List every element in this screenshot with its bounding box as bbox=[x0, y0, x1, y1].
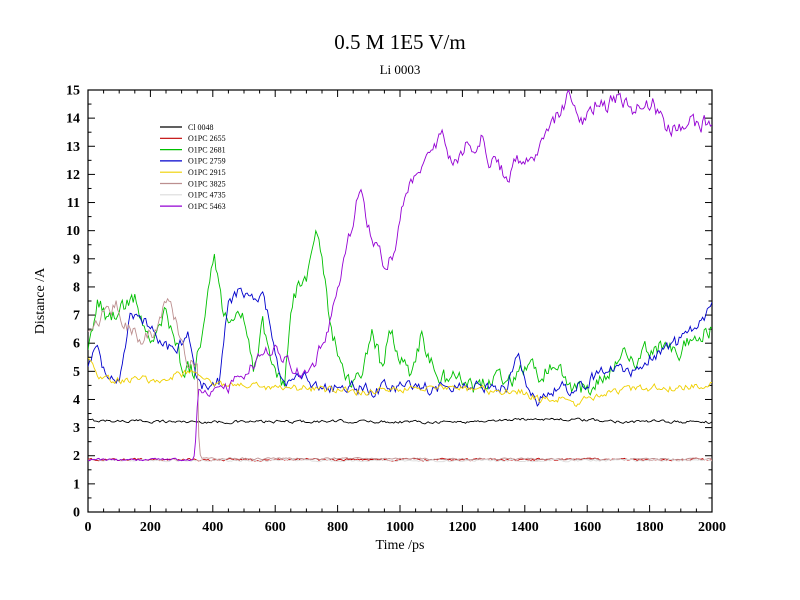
series-line-o1pc-2759 bbox=[88, 287, 712, 407]
x-tick-label: 0 bbox=[85, 520, 92, 535]
y-axis-label: Distance /A bbox=[33, 267, 48, 334]
series-line-o1pc-4735 bbox=[88, 458, 712, 463]
legend-label: Cl 0048 bbox=[188, 123, 214, 132]
y-tick-label: 10 bbox=[66, 224, 80, 239]
x-tick-label: 200 bbox=[140, 520, 161, 535]
legend: Cl 0048 O1PC 2655 O1PC 2681 O1PC 2759 O1PC 2… bbox=[160, 123, 226, 211]
plot-frame bbox=[87, 89, 713, 513]
y-tick-label: 13 bbox=[66, 140, 80, 155]
legend-entry: O1PC 2759 bbox=[160, 157, 226, 166]
x-tick-label: 400 bbox=[202, 520, 223, 535]
y-tick-label: 11 bbox=[67, 196, 80, 211]
y-tick-label: 7 bbox=[73, 309, 80, 324]
legend-entry: O1PC 2681 bbox=[160, 145, 226, 154]
y-tick-label: 3 bbox=[73, 421, 80, 436]
legend-entry: O1PC 5463 bbox=[160, 202, 226, 211]
y-tick-label: 2 bbox=[73, 449, 80, 464]
x-tick-label: 1600 bbox=[573, 520, 601, 535]
legend-entry: O1PC 2655 bbox=[160, 134, 226, 143]
legend-label: O1PC 2681 bbox=[188, 145, 226, 154]
chart-title: 0.5 M 1E5 V/m bbox=[334, 30, 466, 54]
x-tick-label: 600 bbox=[265, 520, 286, 535]
y-tick-label: 0 bbox=[73, 506, 80, 521]
y-tick-label: 1 bbox=[73, 477, 80, 492]
legend-label: O1PC 3825 bbox=[188, 179, 226, 188]
x-tick-label: 2000 bbox=[698, 520, 726, 535]
series-line-o1pc-5463 bbox=[88, 90, 712, 462]
x-axis-label: Time /ps bbox=[376, 538, 425, 553]
y-tick-label: 5 bbox=[73, 365, 80, 380]
y-tick-label: 14 bbox=[66, 112, 80, 127]
x-tick-label: 1200 bbox=[448, 520, 476, 535]
legend-entry: O1PC 4735 bbox=[160, 191, 226, 200]
axes: 0 200 400 600 800 1000 1200 1400 1600 1800 2000012… bbox=[33, 84, 726, 554]
legend-entry: O1PC 2915 bbox=[160, 168, 226, 177]
legend-label: O1PC 5463 bbox=[188, 202, 226, 211]
legend-entry: Cl 0048 bbox=[160, 123, 214, 132]
x-tick-label: 800 bbox=[327, 520, 348, 535]
y-tick-label: 4 bbox=[73, 393, 80, 408]
legend-label: O1PC 4735 bbox=[188, 191, 226, 200]
y-tick-label: 9 bbox=[73, 252, 80, 267]
series-line-cl-0048 bbox=[88, 417, 712, 425]
y-tick-label: 15 bbox=[66, 84, 80, 99]
legend-label: O1PC 2759 bbox=[188, 157, 226, 166]
legend-entry: O1PC 3825 bbox=[160, 179, 226, 188]
x-tick-label: 1000 bbox=[386, 520, 414, 535]
x-tick-label: 1800 bbox=[636, 520, 664, 535]
x-tick-label: 1400 bbox=[511, 520, 539, 535]
series-line-o1pc-2681 bbox=[88, 229, 712, 396]
series-line-o1pc-3825 bbox=[88, 297, 712, 461]
legend-label: O1PC 2915 bbox=[188, 168, 226, 177]
series-line-o1pc-2915 bbox=[88, 357, 712, 408]
y-tick-label: 12 bbox=[66, 168, 80, 183]
y-tick-label: 6 bbox=[73, 337, 80, 352]
y-tick-label: 8 bbox=[73, 280, 80, 295]
legend-label: O1PC 2655 bbox=[188, 134, 226, 143]
series-lines bbox=[88, 90, 712, 463]
chart-subtitle: Li 0003 bbox=[379, 62, 421, 77]
